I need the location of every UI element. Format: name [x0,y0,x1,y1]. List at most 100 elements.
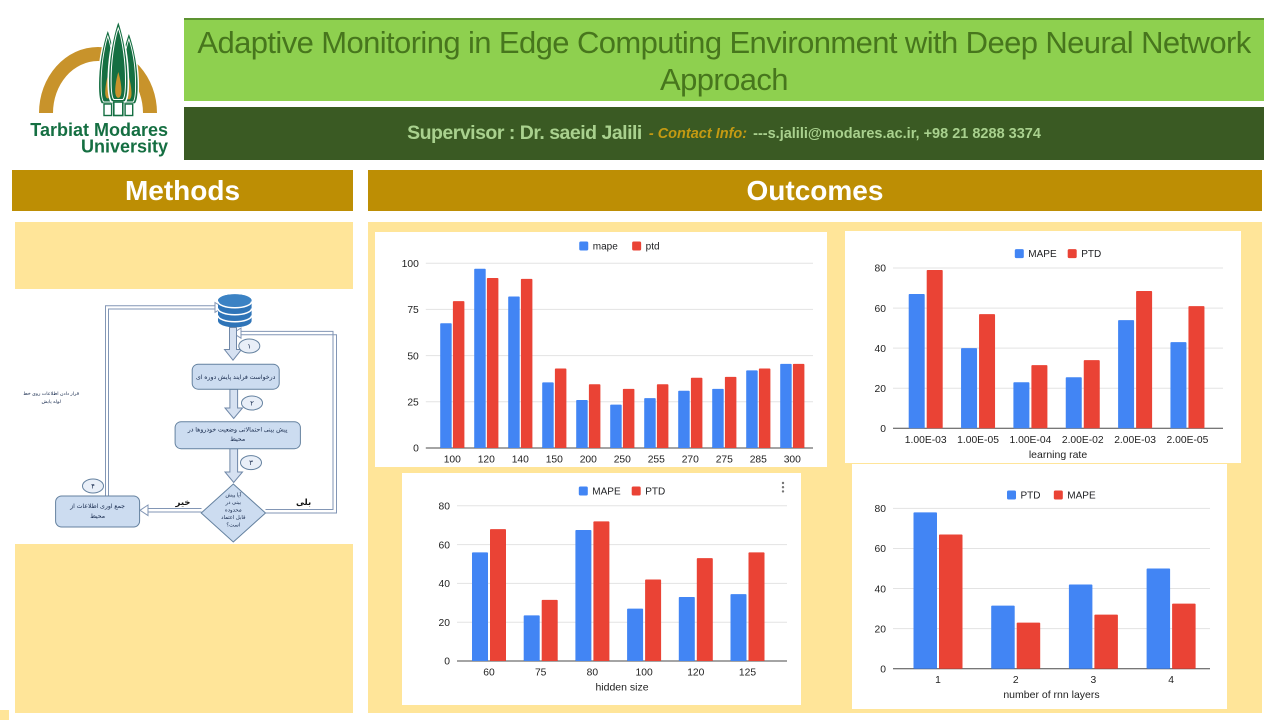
flow-diamond-text-line5: است؟ [226,523,240,529]
bar-MAPE [908,294,925,429]
y-tick-label: 0 [413,444,419,455]
x-tick-label: 2.00E-02 [1062,435,1104,446]
flow-diamond-texts: آیا پیش بینی در محدوده قابل اعتماد است؟ [221,492,246,529]
bar-ptd [452,301,465,448]
bar-mape [644,398,656,448]
bar-mape [508,296,520,448]
chart-svg: 0 20 40 60 80 60 75 80 100 120 125 hidden size MAPE P… [439,481,787,694]
x-axis-title: hidden size [595,682,648,694]
flow-step2-circle [241,395,263,411]
x-tick-label: 120 [478,455,495,466]
bar-MAPE [1170,342,1187,429]
y-tick-label: 20 [875,624,887,635]
flow-caption-line1: قرار دادن اطلاعات روی خط [23,391,79,397]
legend-label: mape [593,242,618,253]
chart-svg: 0 20 40 60 80 1 2 3 4 number of rnn layers PTD MAPE [875,490,1210,701]
bar-MAPE [472,552,488,661]
flow-box2 [174,421,301,450]
flow-box1 [191,363,280,390]
x-tick-label: 4 [1168,675,1174,686]
y-tick-label: 80 [439,502,451,513]
flow-nodes [55,363,301,543]
flow-step1-circle [238,338,261,354]
bar-MAPE [627,608,644,661]
x-tick-label: 2.00E-05 [1167,435,1209,446]
flow-diamond-text-line1: آیا پیش [225,492,241,499]
legend-swatch [632,241,642,251]
chart-svg: 0 25 50 75 100 100 120 140 150 200 250 255 270 275 285… [402,241,813,466]
flow-step-circles [82,338,263,494]
x-tick-label: 150 [546,455,563,466]
flow-diamond-text-line3: محدوده [225,508,242,514]
x-tick-label: 250 [614,455,631,466]
x-tick-label: 125 [739,668,756,679]
legend-label: MAPE [1067,491,1096,502]
y-tick-label: 60 [439,540,451,551]
bar-mape [576,399,588,448]
methods-header: Methods [12,170,353,211]
logo-trees [97,17,140,117]
x-tick-label: 2.00E-03 [1114,435,1156,446]
flow-diamond-text-line2: بینی در [225,500,242,506]
y-tick-label: 25 [407,398,419,409]
bar-ptd [622,388,635,448]
outcomes-title: Outcomes [746,174,884,206]
flow-box1-text: درخواست فرایند پایش دوره ای [196,374,276,381]
bar-ptd [520,278,533,448]
legend-label: ptd [646,242,660,253]
bar-MAPE [1118,320,1135,429]
y-tick-label: 20 [875,384,887,395]
bar-PTD [541,599,558,661]
bar-MAPE [961,348,978,429]
bar-MAPE [575,530,592,661]
x-axis-title: number of rnn layers [1003,689,1099,701]
y-tick-label: 80 [875,264,887,275]
legend-label: MAPE [1028,249,1057,260]
bar-MAPE [1013,382,1030,429]
bar-PTD [1146,568,1171,669]
kebab-menu-icon[interactable] [781,481,785,493]
x-tick-label: 1.00E-05 [957,435,999,446]
database-icon [217,294,253,328]
legend-swatch [1067,249,1077,259]
flowchart-canvas: ۱ ۲ ۳ ۴ درخواست فرایند پایش دوره ای پیش … [15,289,353,544]
x-tick-label: 255 [648,455,665,466]
supervisor-name: Supervisor : Dr. saeid Jalili [407,122,642,144]
arrow-db-to-box1 [223,327,243,362]
x-tick-label: 120 [687,668,704,679]
y-tick-label: 80 [875,504,887,515]
legend-swatch [1014,249,1024,259]
legend: mape ptd [579,241,660,253]
y-tick-label: 20 [439,618,451,629]
x-tick-label: 100 [444,455,461,466]
flow-box4-text-line1: جمع اوری اطلاعات از [69,503,125,510]
bar-MAPE [523,615,540,661]
legend: MAPE PTD [578,486,665,498]
flow-no-label: خیر [175,497,191,508]
corner-accent [0,710,9,720]
poster-title: Adaptive Monitoring in Edge Computing En… [197,24,1251,97]
chart-monitoring-requests: 0 25 50 75 100 100 120 140 150 200 250 255 270 275 285… [375,232,827,467]
x-tick-label: 1.00E-04 [1010,435,1052,446]
bar-mape [746,370,758,448]
flow-node-texts: درخواست فرایند پایش دوره ای پیش بینی احت… [69,374,288,520]
chart-hidden-size: 0 20 40 60 80 60 75 80 100 120 125 hidden size MAPE P… [402,473,801,705]
bar-ptd [656,384,669,448]
x-axis-title: learning rate [1029,449,1088,461]
supervisor-bar: Supervisor : Dr. saeid Jalili - Contact … [184,107,1264,160]
bar-PTD [645,579,662,661]
x-tick-label: 275 [716,455,733,466]
flow-connectors [105,305,337,514]
bar-MAPE [939,534,963,669]
flow-yes-label: بلی [296,497,311,507]
y-tick-label: 40 [439,579,451,590]
y-tick-label: 60 [875,544,887,555]
x-tick-label: 270 [682,455,699,466]
y-tick-label: 0 [880,424,886,435]
bar-mape [440,323,452,448]
y-tick-label: 50 [407,351,419,362]
x-tick-label: 1 [935,675,941,686]
flow-block-arrows [223,327,244,484]
contact-info-value: ---s.jalili@modares.ac.ir, +98 21 8288 3… [753,125,1041,142]
